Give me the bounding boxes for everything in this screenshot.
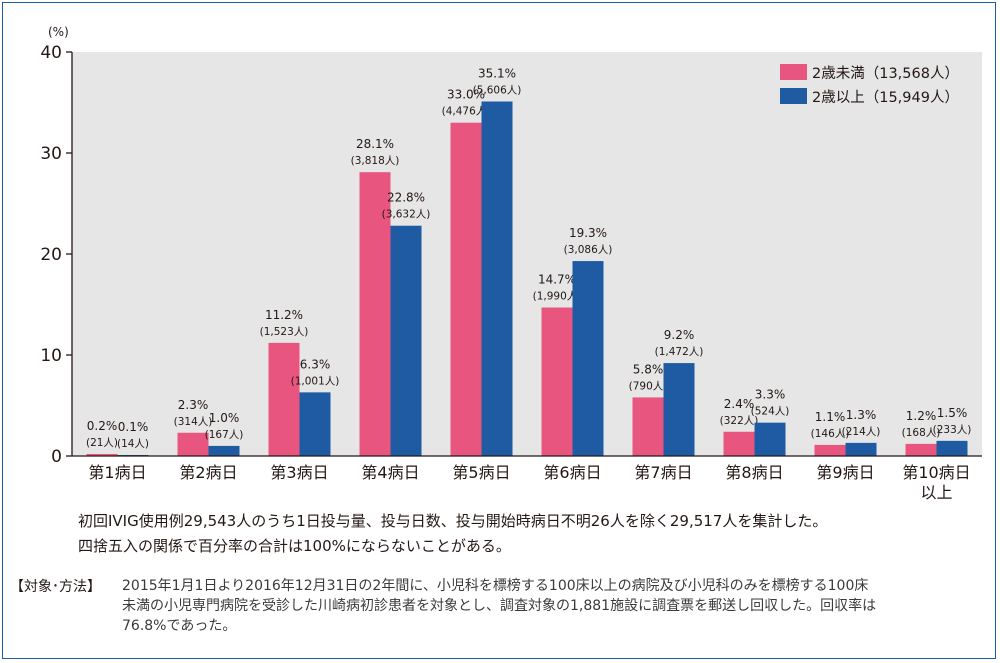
bar-over2-7	[663, 363, 695, 456]
y-tick-label: 10	[40, 346, 62, 366]
bar-under2-1	[86, 453, 118, 456]
bar-percent-label: 2.3%	[178, 398, 209, 412]
bar-under2-10	[905, 443, 937, 456]
y-tick-label: 0	[51, 447, 62, 467]
bar-percent-label: 1.2%	[906, 409, 937, 423]
x-category-label: 第6病日	[543, 463, 601, 482]
bar-count-label: (214人)	[842, 426, 881, 438]
bar-percent-label: 0.2%	[87, 419, 118, 433]
bar-percent-label: 1.5%	[937, 406, 968, 420]
y-axis: 0 10 20 30 40	[40, 43, 73, 467]
bar-percent-label: 2.4%	[724, 397, 755, 411]
bar-over2-6	[572, 261, 604, 456]
x-category-label: 第1病日	[88, 463, 146, 482]
bar-percent-label: 6.3%	[300, 357, 331, 371]
bar-count-label: (146人)	[811, 428, 850, 440]
y-tick-label: 20	[40, 245, 62, 265]
bar-over2-8	[754, 422, 786, 456]
bar-count-label: (1,472人)	[655, 346, 704, 358]
x-category-label: 第9病日	[816, 463, 874, 482]
bar-count-label: (21人)	[86, 437, 118, 449]
bar-percent-label: 1.0%	[209, 411, 240, 425]
x-category-label: 第7病日	[634, 463, 692, 482]
bar-percent-label: 33.0%	[447, 88, 485, 102]
bar-count-label: (14人)	[117, 438, 149, 450]
bar-over2-5	[481, 101, 513, 457]
plot-area	[72, 52, 982, 456]
bar-over2-3	[299, 392, 331, 456]
x-category-label: 第3病日	[270, 463, 328, 482]
bar-under2-9	[814, 444, 846, 456]
x-category-label: 第8病日	[725, 463, 783, 482]
note-line-1: 初回IVIG使用例29,543人のうち1日投与量、投与日数、投与開始時病日不明2…	[78, 512, 828, 530]
bar-under2-4	[359, 172, 391, 456]
method-line-2: 未満の小児専門病院を受診した川崎病初診患者を対象とし、調査対象の1,881施設に…	[122, 598, 877, 614]
bar-count-label: (314人)	[174, 416, 213, 428]
bar-percent-label: 11.2%	[265, 308, 303, 322]
legend-swatch	[780, 88, 807, 104]
x-axis: 第1病日 第2病日 第3病日 第4病日 第5病日 第6病日 第7病日 第8病日 第9病日 第10病…	[72, 455, 982, 500]
bar-count-label: (524人)	[751, 406, 790, 418]
bar-over2-2	[208, 445, 240, 456]
x-category-label: 以上	[920, 483, 952, 500]
x-category-label: 第2病日	[179, 463, 237, 482]
bar-count-label: (1,990人)	[533, 291, 582, 303]
bar-over2-4	[390, 225, 422, 456]
bar-percent-label: 22.8%	[387, 191, 425, 205]
bar-count-label: (233人)	[933, 424, 972, 436]
bar-series-group: 0.2% (21人) 2.3% (314人) 11.2% (1,523人) 28.1% (3,…	[86, 66, 972, 457]
bar-percent-label: 14.7%	[538, 273, 576, 287]
bar-under2-3	[268, 342, 300, 456]
bar-count-label: (5,606人)	[473, 84, 522, 96]
method-line-1: 2015年1月1日より2016年12月31日の2年間に、小児科を標榜する100床…	[122, 578, 869, 594]
x-category-label: 第4病日	[361, 463, 419, 482]
bar-percent-label: 35.1%	[478, 66, 516, 80]
method-text: 2015年1月1日より2016年12月31日の2年間に、小児科を標榜する100床…	[122, 576, 984, 636]
bar-percent-label: 1.1%	[815, 410, 846, 424]
bar-under2-5	[450, 122, 482, 456]
y-tick-label: 30	[40, 144, 62, 164]
bar-count-label: (3,632人)	[382, 209, 431, 221]
legend-swatch	[780, 64, 807, 80]
x-category-label: 第5病日	[452, 463, 510, 482]
bar-percent-label: 3.3%	[755, 388, 786, 402]
note-line-2: 四捨五入の関係で百分率の合計は100%にならないことがある。	[78, 537, 511, 555]
x-category-label: 第10病日	[902, 463, 970, 482]
bar-over2-10	[936, 440, 968, 456]
bar-under2-8	[723, 431, 755, 456]
bar-count-label: (167人)	[205, 429, 244, 441]
bar-count-label: (4,476人)	[442, 106, 491, 118]
bar-chart: 0 10 20 30 40 (%) 0.2% (21人) 2.3% (314人) 11.2% (1…	[40, 25, 982, 500]
bar-percent-label: 0.1%	[118, 420, 149, 434]
method-label: 【対象･方法】	[10, 579, 101, 595]
bar-under2-2	[177, 432, 209, 456]
bar-over2-9	[845, 442, 877, 456]
method-line-3: 76.8%であった。	[122, 618, 237, 634]
bar-percent-label: 28.1%	[356, 137, 394, 151]
bar-percent-label: 19.3%	[569, 226, 607, 240]
bar-count-label: (1,523人)	[260, 326, 309, 338]
bar-under2-6	[541, 307, 573, 456]
legend: 2歳未満（13,568人） 2歳以上（15,949人）	[780, 64, 959, 106]
bar-count-label: (3,086人)	[564, 244, 613, 256]
legend-label: 2歳以上（15,949人）	[812, 89, 959, 106]
bar-percent-label: 9.2%	[664, 328, 695, 342]
bar-count-label: (322人)	[720, 415, 759, 427]
bar-count-label: (1,001人)	[291, 375, 340, 387]
bar-percent-label: 5.8%	[633, 362, 664, 376]
bar-under2-7	[632, 397, 664, 456]
bar-percent-label: 1.3%	[846, 408, 877, 422]
bar-count-label: (790人)	[629, 380, 668, 392]
bar-count-label: (3,818人)	[351, 155, 400, 167]
y-axis-unit-label: (%)	[48, 25, 69, 39]
legend-label: 2歳未満（13,568人）	[812, 65, 959, 82]
bar-count-label: (168人)	[902, 427, 941, 439]
y-tick-label: 40	[40, 43, 62, 63]
